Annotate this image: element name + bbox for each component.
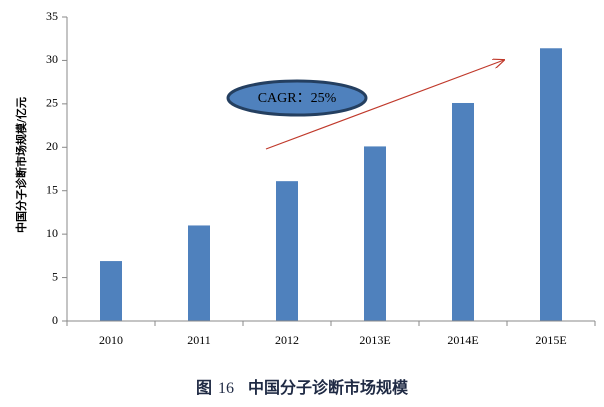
x-axis-ticks: 2010 2011 2012 2013E 2014E 2015E xyxy=(66,321,596,347)
bar-2013E xyxy=(364,146,386,321)
y-tick-label: 5 xyxy=(52,269,58,283)
x-tick-label-2015E: 2015E xyxy=(535,333,566,347)
y-tick-label: 20 xyxy=(46,139,58,153)
y-tick-label: 35 xyxy=(46,9,58,23)
bar-2012 xyxy=(276,181,298,321)
bar-2011 xyxy=(188,225,210,321)
y-axis-ticks: 0 5 10 15 20 25 30 35 xyxy=(46,9,67,327)
x-tick-label-2014E: 2014E xyxy=(447,333,478,347)
figure-caption: 图 16 中国分子诊断市场规模 xyxy=(0,374,604,398)
x-tick-label-2010: 2010 xyxy=(99,333,123,347)
bar-2010 xyxy=(100,261,122,321)
y-tick-label: 30 xyxy=(46,52,58,66)
y-tick-label: 10 xyxy=(46,226,58,240)
x-tick-label-2011: 2011 xyxy=(187,333,211,347)
bar-2014E xyxy=(452,102,474,321)
y-axis-label: 中国分子诊断市场规模/亿元 xyxy=(14,97,28,233)
caption-text: 中国分子诊断市场规模 xyxy=(248,378,409,397)
y-tick-label: 25 xyxy=(46,96,58,110)
cagr-ellipse xyxy=(226,79,368,117)
caption-prefix: 图 xyxy=(195,378,212,397)
cagr-annotation: CAGR：25% xyxy=(226,79,368,117)
x-tick-label-2012: 2012 xyxy=(275,333,299,347)
caption-number: 16 xyxy=(218,380,234,397)
bar-2015E xyxy=(540,48,562,322)
x-tick-label-2013E: 2013E xyxy=(359,333,390,347)
bars xyxy=(100,48,562,322)
y-tick-label: 0 xyxy=(52,313,58,327)
trend-arrow xyxy=(265,60,504,150)
cagr-label: CAGR：25% xyxy=(258,91,337,106)
y-tick-label: 15 xyxy=(46,182,58,196)
